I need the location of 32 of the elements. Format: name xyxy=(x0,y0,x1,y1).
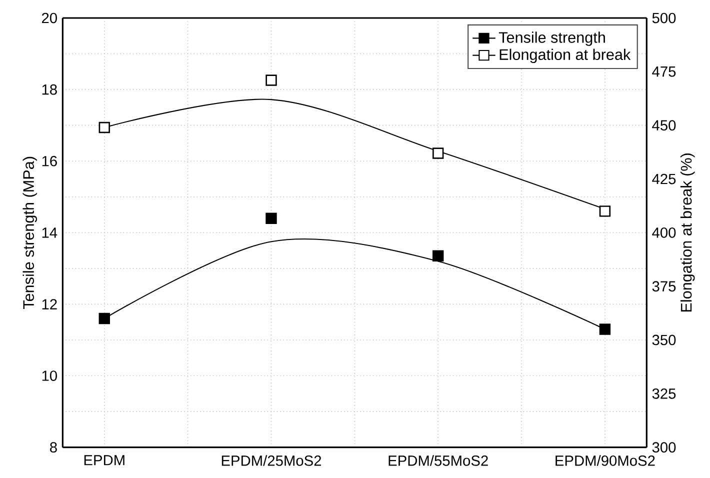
y2-tick-label: 300 xyxy=(652,442,676,453)
point xyxy=(432,148,444,159)
point xyxy=(266,74,277,86)
y-tick-label: 10 xyxy=(42,370,57,381)
legend-label: Elongation at break xyxy=(500,48,631,64)
y-tick-label: 20 xyxy=(42,12,57,24)
legend-label: Tensile strength xyxy=(498,32,605,46)
y-tick-label: 14 xyxy=(42,228,58,238)
y-tick-label: 16 xyxy=(42,156,57,166)
x-tick-label: EPDM/25MoS2 xyxy=(222,455,322,466)
y2-tick-label: 500 xyxy=(652,12,676,24)
point xyxy=(599,206,611,217)
y2-tick-label: 475 xyxy=(652,66,676,77)
y2-tick-label: 375 xyxy=(652,281,676,292)
y-tick-label: 8 xyxy=(50,442,57,453)
point xyxy=(98,122,110,134)
point xyxy=(432,250,444,262)
point xyxy=(98,312,110,324)
y-tick-label: 18 xyxy=(42,84,57,95)
point xyxy=(266,212,277,224)
y-axis-title: Tensile strength (MPa) xyxy=(22,156,38,310)
y2-tick-label: 450 xyxy=(652,120,676,131)
y2-tick-label: 400 xyxy=(652,227,676,238)
y2-tick-label: 325 xyxy=(652,388,676,399)
y2-tick-label: 425 xyxy=(652,174,676,184)
y2-tick-label: 350 xyxy=(652,334,676,346)
y2-axis-title: Elongation at break (%) xyxy=(680,154,695,312)
point xyxy=(599,324,611,335)
x-tick-label: EPDM/55MoS2 xyxy=(388,455,488,466)
x-tick-label: EPDM xyxy=(84,455,124,466)
x-tick-label: EPDM/90MoS2 xyxy=(556,455,655,466)
y-tick-label: 12 xyxy=(42,299,57,310)
